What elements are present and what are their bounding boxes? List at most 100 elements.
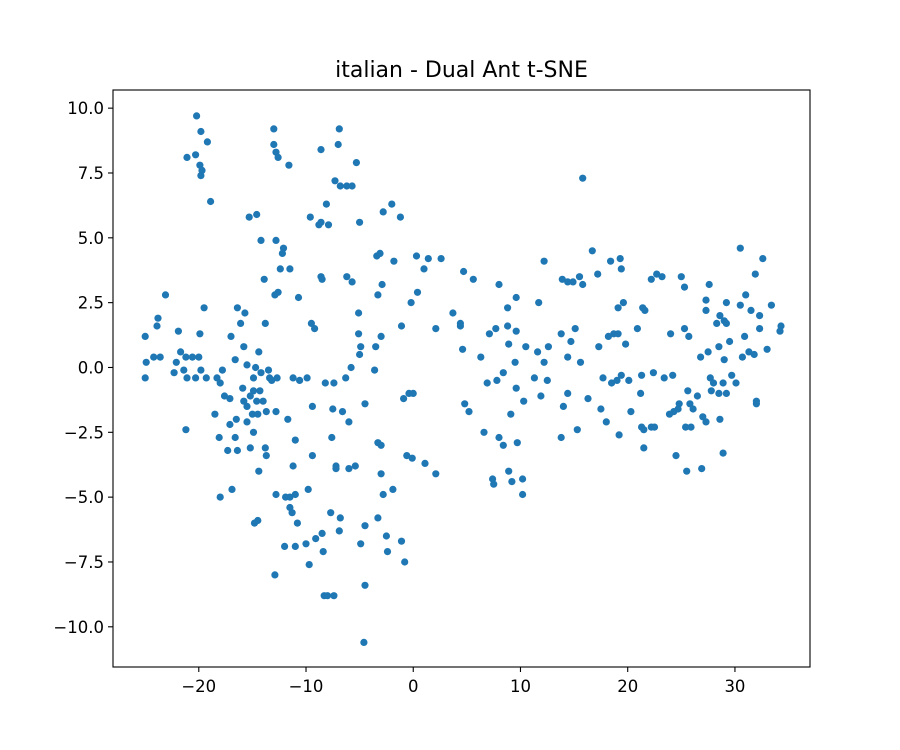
data-point	[240, 397, 248, 405]
data-point	[647, 275, 655, 283]
data-point	[372, 343, 380, 351]
data-point	[253, 397, 261, 405]
data-point	[602, 418, 610, 426]
data-point	[374, 514, 382, 522]
data-point	[413, 288, 422, 296]
data-point	[397, 322, 406, 330]
data-point	[249, 374, 258, 382]
data-point	[196, 330, 204, 338]
data-point	[226, 420, 234, 429]
data-point	[319, 548, 327, 556]
data-point	[361, 400, 369, 408]
data-point	[383, 548, 392, 556]
data-point	[756, 312, 764, 320]
data-point	[233, 304, 241, 312]
data-point	[505, 340, 513, 348]
data-point	[682, 423, 690, 431]
data-point	[485, 330, 493, 338]
data-point	[702, 296, 710, 304]
data-point	[376, 249, 384, 257]
data-point	[211, 410, 219, 418]
data-point	[477, 353, 485, 361]
y-tick-label: −2.5	[64, 423, 104, 442]
data-point	[420, 265, 428, 273]
data-point	[141, 374, 149, 382]
data-point	[202, 374, 210, 382]
data-point	[604, 332, 613, 340]
data-point	[544, 343, 553, 351]
data-point	[329, 405, 337, 413]
data-point	[614, 330, 622, 338]
data-point	[693, 392, 702, 400]
data-point	[253, 210, 261, 219]
data-point	[377, 332, 385, 340]
data-point	[193, 112, 201, 120]
data-point	[183, 153, 191, 161]
data-point	[540, 257, 548, 265]
data-point	[261, 319, 269, 327]
data-point	[579, 280, 587, 289]
data-point	[614, 304, 622, 312]
data-point	[672, 452, 680, 460]
data-point	[240, 343, 248, 351]
data-point	[249, 428, 258, 436]
data-point	[728, 371, 736, 379]
data-point	[469, 275, 477, 283]
data-point	[218, 366, 226, 374]
data-point	[271, 571, 279, 579]
data-point	[328, 433, 336, 442]
data-point	[489, 475, 497, 483]
data-point	[499, 441, 507, 449]
data-point	[519, 490, 527, 499]
y-tick-label: −5.0	[64, 488, 104, 507]
data-point	[704, 348, 712, 356]
data-point	[239, 384, 247, 392]
data-point	[357, 343, 365, 351]
plot-area-frame	[112, 89, 811, 668]
data-point	[409, 389, 417, 397]
data-point	[216, 379, 224, 387]
data-point	[272, 490, 280, 499]
data-point	[172, 358, 180, 366]
data-point	[327, 509, 335, 517]
data-point	[685, 332, 693, 340]
data-point	[270, 140, 278, 149]
data-point	[284, 415, 292, 423]
data-point	[520, 397, 528, 405]
data-point	[285, 161, 293, 169]
data-point	[519, 475, 527, 483]
data-point	[401, 558, 409, 566]
data-point	[650, 423, 659, 431]
data-point	[564, 353, 572, 361]
data-point	[686, 400, 694, 408]
data-point	[424, 255, 432, 263]
data-point	[689, 405, 697, 413]
data-point	[231, 356, 239, 364]
data-point	[573, 426, 581, 434]
x-tick-label: 0	[408, 677, 419, 696]
data-point	[716, 312, 724, 320]
data-point	[311, 325, 319, 333]
x-tick-label: 30	[724, 677, 745, 696]
data-point	[288, 509, 296, 517]
data-point	[702, 418, 710, 426]
data-point	[355, 309, 363, 317]
data-point	[674, 405, 682, 413]
data-point	[338, 408, 347, 416]
data-point	[396, 213, 404, 221]
data-point	[343, 182, 351, 190]
data-point	[254, 410, 262, 418]
data-point	[216, 493, 224, 501]
data-point	[356, 218, 364, 226]
data-point	[220, 392, 229, 400]
data-point	[750, 350, 758, 359]
data-point	[335, 527, 343, 535]
data-point	[535, 299, 543, 307]
data-point	[203, 138, 211, 146]
data-point	[197, 127, 205, 136]
data-point	[505, 467, 513, 475]
data-point	[432, 470, 440, 478]
data-point	[594, 270, 602, 278]
data-point	[271, 291, 279, 299]
data-point	[312, 535, 320, 543]
